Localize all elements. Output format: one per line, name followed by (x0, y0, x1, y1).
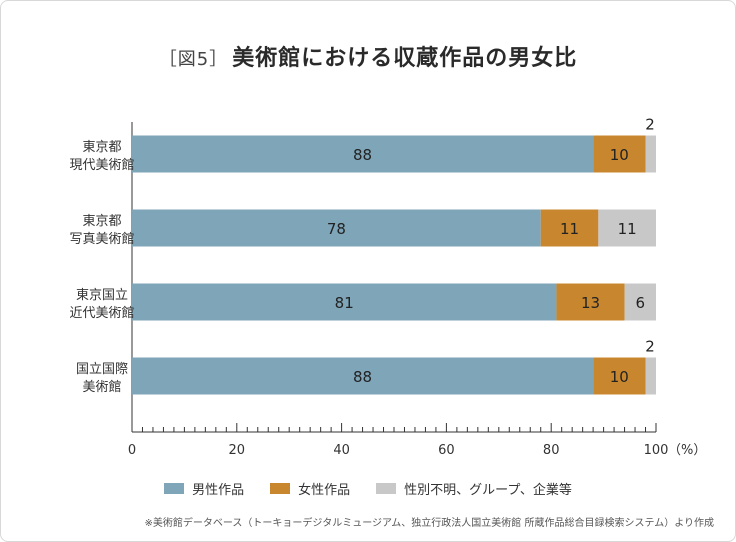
category-label: 写真美術館 (69, 232, 134, 247)
legend-swatch-other (376, 483, 397, 494)
category-label: 国立国際 (76, 362, 128, 377)
bar-segment-other (624, 283, 656, 321)
x-tick-label: 20 (229, 443, 246, 458)
data-label: 10 (610, 368, 629, 386)
bar-segment-female (593, 135, 646, 173)
bar-segment-male (132, 209, 541, 247)
x-tick-label: 80 (543, 443, 560, 458)
x-tick-label: 60 (438, 443, 455, 458)
x-tick-label: 40 (333, 443, 350, 458)
legend-item-male: 男性作品 (164, 479, 244, 498)
bar-segment-female (540, 209, 599, 247)
x-tick-label: 100 (644, 443, 669, 458)
data-label: 6 (636, 294, 646, 312)
data-label: 13 (581, 294, 600, 312)
data-label: 88 (353, 368, 372, 386)
data-label: 11 (618, 220, 637, 238)
category-label: 東京都 (82, 139, 121, 155)
legend-item-other: 性別不明、グループ、企業等 (376, 479, 572, 498)
data-label: 88 (353, 146, 372, 164)
bar-segment-male (132, 135, 594, 173)
legend: 男性作品 女性作品 性別不明、グループ、企業等 (0, 479, 736, 498)
chart-title: ［図5］ 美術館における収蔵作品の男女比 (0, 40, 736, 72)
title-text: 美術館における収蔵作品の男女比 (232, 46, 578, 71)
data-label: 81 (335, 294, 354, 312)
category-label: 東京国立 (76, 287, 128, 303)
category-label: 美術館 (82, 380, 121, 395)
category-label: 近代美術館 (69, 306, 134, 321)
data-label: 2 (645, 338, 655, 356)
source-note: ※美術館データベース（トーキョーデジタルミュージアム、独立行政法人国立美術館 所… (144, 518, 714, 529)
figure-label: ［図5］ (158, 49, 229, 70)
x-unit-label: （%） (668, 443, 706, 458)
legend-label-female: 女性作品 (298, 483, 351, 498)
bar-segment-female (593, 357, 646, 395)
bar-segment-female (556, 283, 625, 321)
bar-segment-other (598, 209, 656, 247)
bar-segment-other (645, 135, 656, 173)
legend-swatch-female (270, 483, 291, 494)
category-label: 東京都 (82, 213, 121, 229)
legend-item-female: 女性作品 (270, 479, 350, 498)
category-label: 現代美術館 (69, 158, 134, 173)
data-label: 11 (560, 220, 579, 238)
bar-segment-other (645, 357, 656, 395)
bar-segment-male (132, 283, 557, 321)
data-label: 10 (610, 146, 629, 164)
x-tick-label: 0 (128, 443, 136, 458)
legend-swatch-male (164, 483, 185, 494)
data-label: 2 (645, 116, 655, 134)
legend-label-male: 男性作品 (192, 483, 245, 498)
legend-label-other: 性別不明、グループ、企業等 (404, 483, 572, 498)
data-label: 78 (327, 220, 346, 238)
bar-segment-male (132, 357, 594, 395)
